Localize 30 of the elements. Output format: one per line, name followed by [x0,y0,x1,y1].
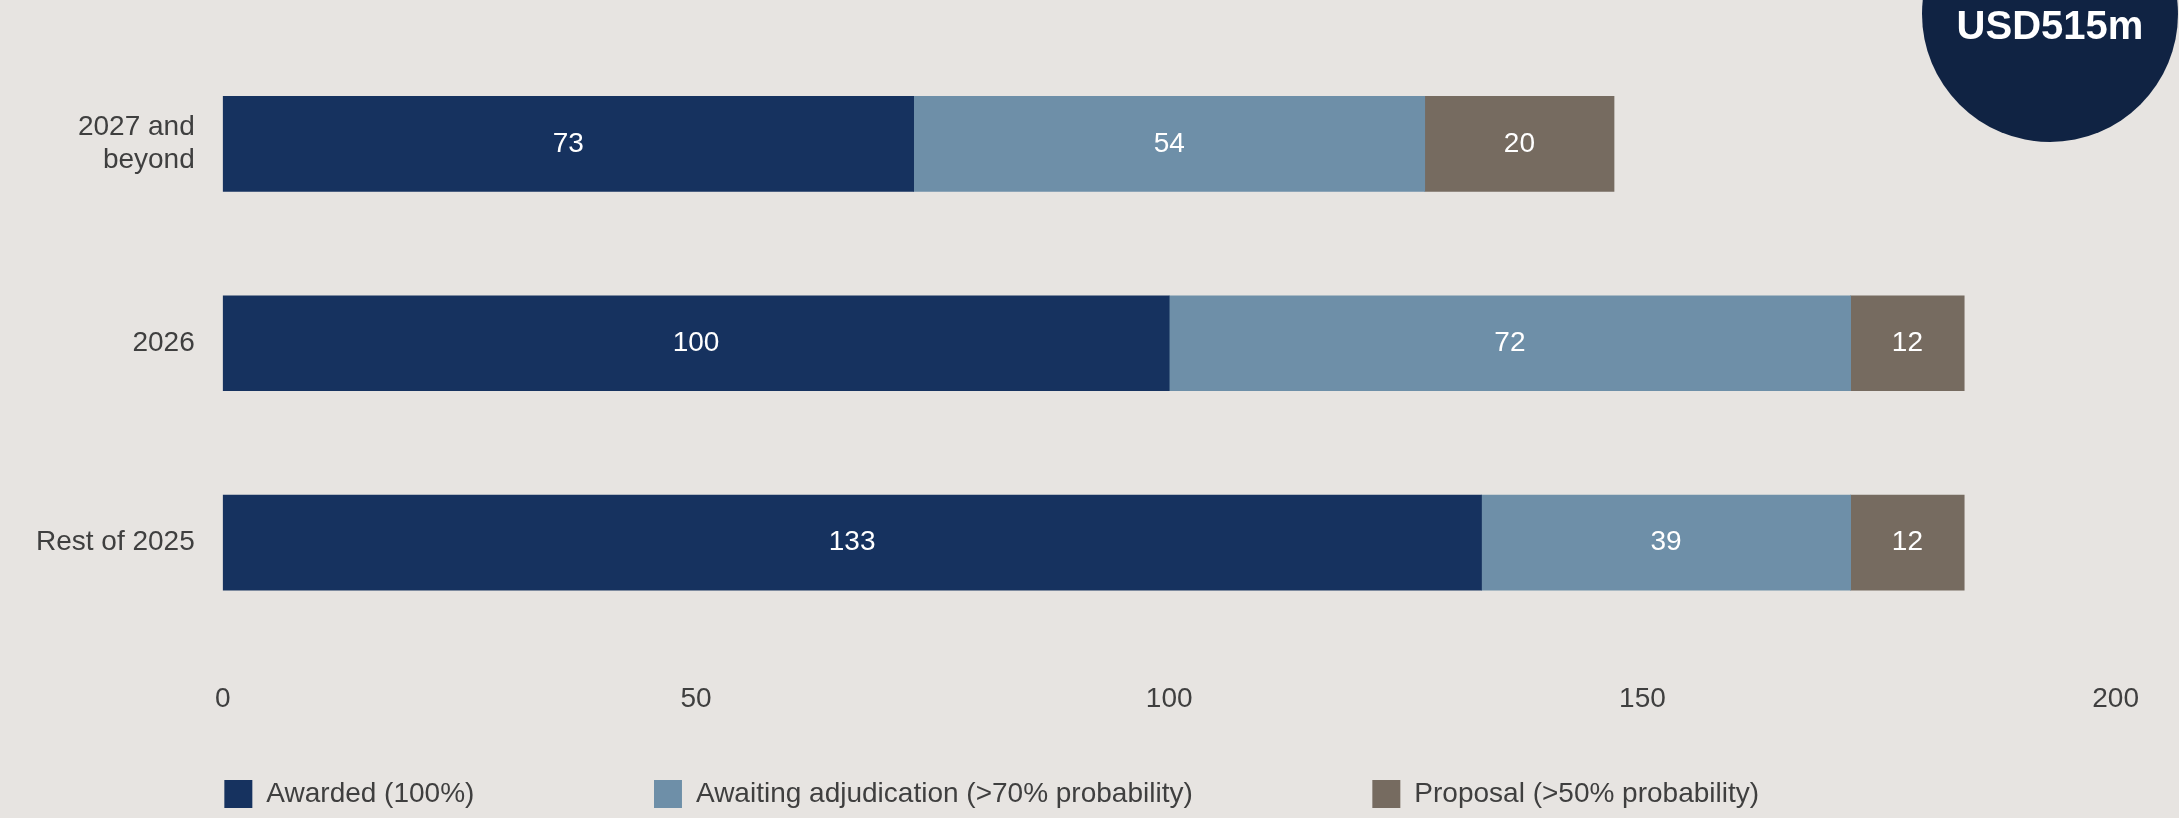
x-tick-label: 200 [2092,681,2139,713]
bar [222,95,914,192]
x-tick-label: 50 [680,681,712,713]
y-tick-label: 2026 [132,325,195,357]
data-label: 133 [828,525,876,557]
x-tick-label: 0 [214,681,231,713]
data-label: 39 [1650,525,1682,557]
data-label: 72 [1494,325,1526,357]
bar [222,295,1170,392]
bar [1850,295,1965,392]
data-label: 54 [1153,126,1185,158]
y-tick-label: Rest of 2025 [35,525,195,557]
data-label: 12 [1891,325,1923,357]
bar [913,95,1426,192]
bar [222,494,1482,591]
annotation: USD515m [1955,2,2145,49]
bar [1481,494,1851,591]
data-label: 20 [1503,126,1535,158]
data-label: 100 [672,325,720,357]
bar [1168,295,1851,392]
legend-label: Awarded (100%) [266,776,630,808]
x-tick-label: 100 [1145,681,1193,713]
y-tick-label: 2027 and beyond [77,110,195,174]
x-tick-label: 150 [1619,681,1666,713]
legend-label: Awaiting adjudication (>70% probability) [695,776,1349,808]
data-label: 12 [1891,525,1923,557]
data-label: 73 [552,126,584,158]
bar [1850,494,1965,591]
bar [1424,95,1615,192]
legend-label: Proposal (>50% probability) [1414,776,1915,808]
